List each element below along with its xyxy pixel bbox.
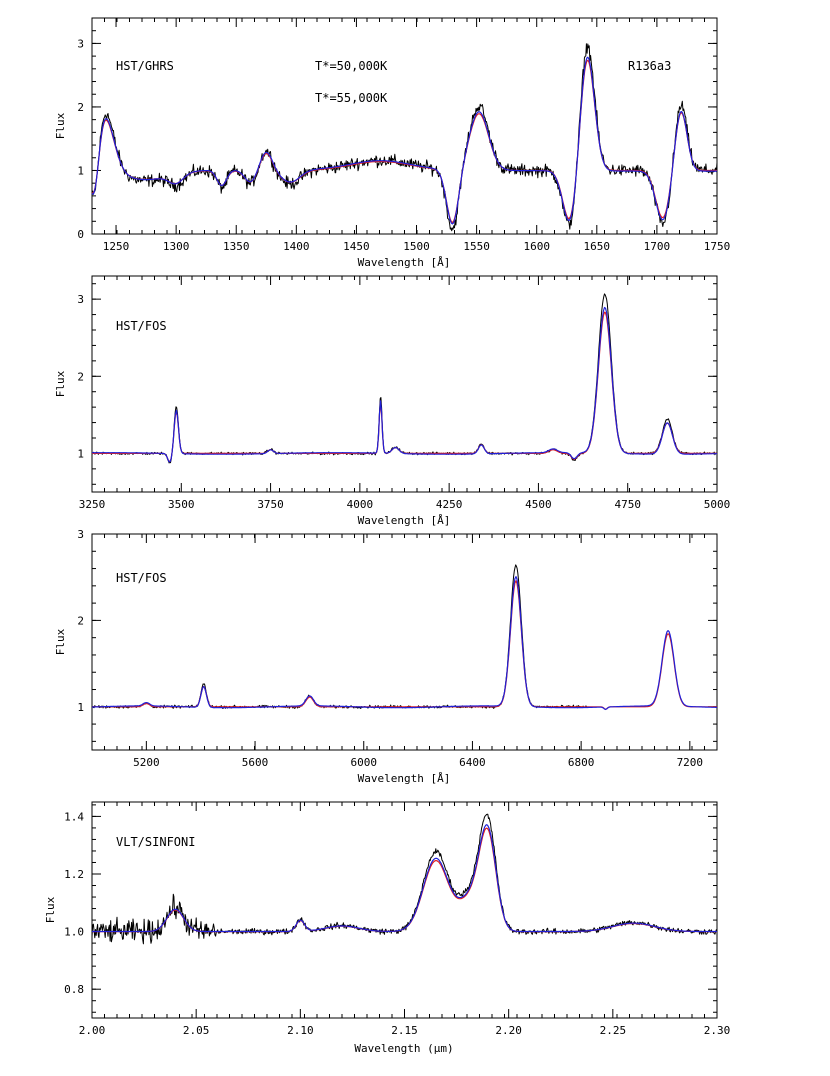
y-tick-label: 0.8 — [64, 983, 84, 996]
x-tick-label: 2.15 — [391, 1024, 418, 1037]
y-tick-label: 3 — [77, 293, 84, 306]
y-tick-label: 3 — [77, 37, 84, 50]
y-tick-label: 0 — [77, 228, 84, 241]
y-tick-label: 1 — [77, 164, 84, 177]
panel-label: HST/GHRS — [116, 59, 174, 73]
series-model-55k — [92, 824, 717, 933]
x-tick-label: 5200 — [133, 756, 160, 769]
x-tick-label: 1750 — [704, 240, 731, 253]
x-tick-label: 5000 — [704, 498, 731, 511]
x-tick-label: 1600 — [523, 240, 550, 253]
y-axis-title: Flux — [54, 628, 67, 655]
y-tick-label: 2 — [77, 614, 84, 627]
x-tick-label: 1400 — [283, 240, 310, 253]
panel-fos-blue: HST/FOS Wavelength [Å] Flux 3250 3500 3750… — [54, 275, 731, 527]
panel-label: HST/FOS — [116, 319, 167, 333]
y-tick-label: 3 — [77, 528, 84, 541]
x-tick-label: 6800 — [568, 756, 595, 769]
panel-sinfoni-nir: VLT/SINFONI Wavelength (μm) Flux 2.00 2.0… — [44, 801, 731, 1055]
x-tick-label: 2.10 — [287, 1024, 314, 1037]
x-tick-label: 1450 — [343, 240, 370, 253]
x-tick-label: 5600 — [242, 756, 269, 769]
x-tick-label: 4000 — [347, 498, 374, 511]
x-tick-label: 2.30 — [704, 1024, 731, 1037]
series-observed — [91, 43, 718, 232]
panel-ghrs-uv: HST/GHRS R136a3 T*=50,000K T*=55,000K Wa… — [54, 17, 731, 269]
series-model-55k — [91, 56, 717, 225]
x-tick-label: 2.05 — [183, 1024, 210, 1037]
panel-frame — [91, 17, 718, 235]
x-tick-label: 1500 — [403, 240, 430, 253]
x-tick-label: 1350 — [223, 240, 250, 253]
y-tick-label: 1.4 — [64, 810, 84, 823]
x-tick-label: 1250 — [103, 240, 130, 253]
panel-fos-red: HST/FOS Wavelength [Å] Flux 5200 5600 6000… — [54, 528, 718, 785]
y-axis-title: Flux — [54, 370, 67, 397]
x-tick-label: 3750 — [257, 498, 284, 511]
x-tick-label: 4750 — [614, 498, 641, 511]
x-tick-label: 1300 — [163, 240, 190, 253]
x-axis-title: Wavelength [Å] — [358, 772, 451, 785]
x-axis-title: Wavelength [Å] — [358, 256, 451, 269]
legend-entry-55k: T*=55,000K — [315, 91, 388, 105]
series-observed — [91, 564, 587, 709]
y-tick-label: 2 — [77, 101, 84, 114]
x-axis-title: Wavelength [Å] — [358, 514, 451, 527]
star-label: R136a3 — [628, 59, 671, 73]
panel-frame — [91, 533, 718, 751]
panel-frame — [91, 275, 718, 493]
x-tick-label: 7200 — [677, 756, 704, 769]
x-tick-label: 6000 — [350, 756, 377, 769]
x-tick-label: 2.25 — [600, 1024, 627, 1037]
series-model-55k — [92, 306, 718, 463]
x-tick-label: 6400 — [459, 756, 486, 769]
x-tick-label: 4500 — [525, 498, 552, 511]
x-tick-label: 1700 — [644, 240, 671, 253]
x-axis-title: Wavelength (μm) — [354, 1042, 453, 1055]
y-axis-title: Flux — [44, 896, 57, 923]
x-tick-label: 2.20 — [495, 1024, 522, 1037]
series-observed — [91, 813, 718, 945]
series-model-50k — [92, 311, 717, 462]
x-tick-label: 2.00 — [79, 1024, 106, 1037]
x-tick-label: 3500 — [168, 498, 195, 511]
y-tick-label: 1 — [77, 447, 84, 460]
panel-label: HST/FOS — [116, 571, 167, 585]
y-tick-label: 1 — [77, 701, 84, 714]
series-observed — [91, 293, 718, 464]
x-tick-label: 1550 — [463, 240, 490, 253]
x-tick-label: 1650 — [584, 240, 611, 253]
y-tick-label: 1.0 — [64, 926, 84, 939]
series-model-50k — [92, 580, 717, 710]
y-tick-label: 2 — [77, 370, 84, 383]
y-axis-title: Flux — [54, 112, 67, 139]
series-model-50k — [91, 59, 717, 224]
x-tick-label: 3250 — [79, 498, 106, 511]
y-tick-label: 1.2 — [64, 868, 84, 881]
panel-label: VLT/SINFONI — [116, 835, 195, 849]
x-tick-label: 4250 — [436, 498, 463, 511]
series-model-55k — [92, 576, 717, 711]
legend-entry-50k: T*=50,000K — [315, 59, 388, 73]
